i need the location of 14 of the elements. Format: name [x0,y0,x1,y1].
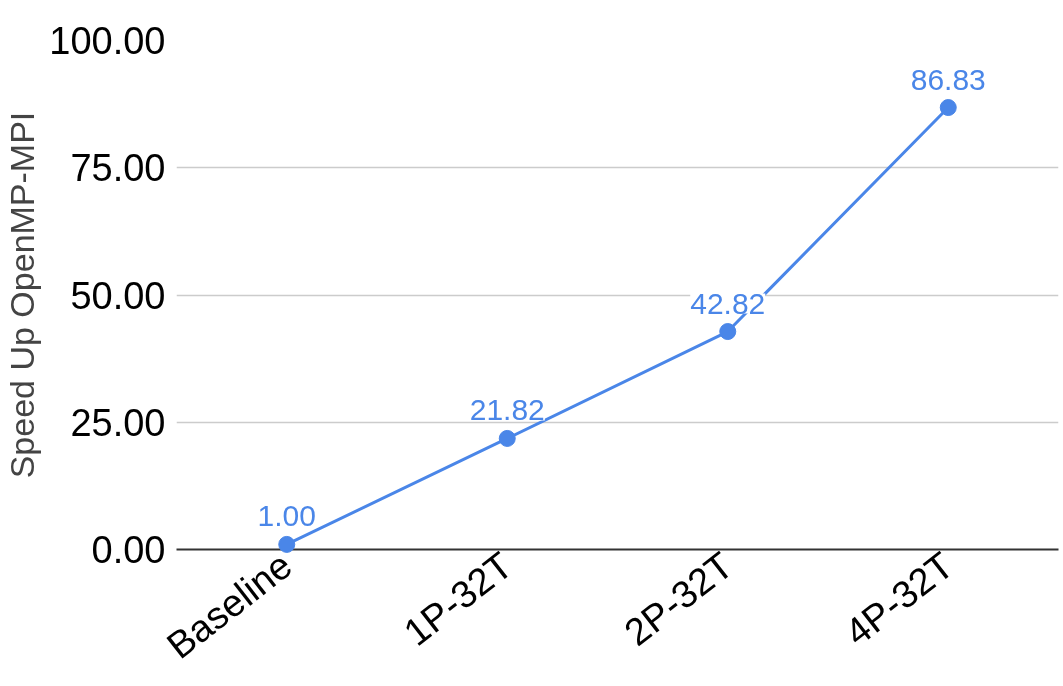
y-tick-label: 0.00 [91,529,166,571]
data-label: 1.00 [257,499,316,533]
data-label: 42.82 [690,286,766,320]
point [278,535,296,553]
y-tick-label: 75.00 [70,147,166,190]
point [719,323,737,341]
point [939,99,957,117]
data-label: 21.82 [469,393,545,427]
point [498,429,516,447]
data-label: 86.83 [910,62,986,96]
y-tick-label: 25.00 [70,401,166,444]
y-tick-label: 100.00 [49,20,166,62]
y-axis-title: Speed Up OpenMP-MPI [3,111,42,479]
y-tick-label: 50.00 [70,274,166,317]
